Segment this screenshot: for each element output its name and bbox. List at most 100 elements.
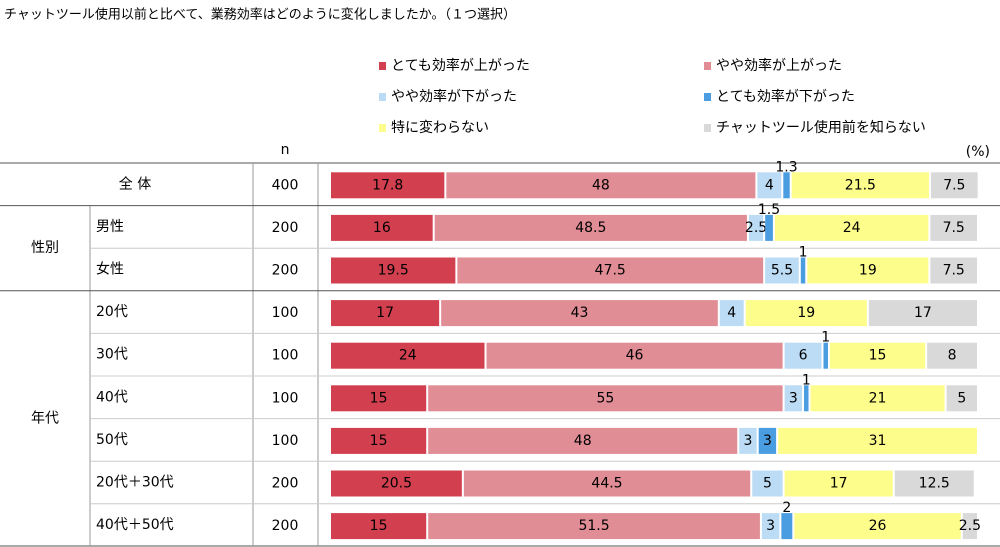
value-label: 19.5 bbox=[378, 263, 409, 279]
bar-segment bbox=[810, 385, 945, 412]
group-label: 性別 bbox=[31, 240, 59, 256]
bar-segment bbox=[774, 214, 929, 241]
bar-segment bbox=[457, 257, 764, 284]
group-label: 年代 bbox=[31, 411, 59, 427]
bar-segment bbox=[794, 513, 961, 540]
bar-segment bbox=[331, 470, 462, 497]
bar-segment bbox=[931, 172, 978, 199]
bar-segment bbox=[739, 427, 757, 454]
bar-segment bbox=[331, 427, 427, 454]
value-label: 6 bbox=[799, 348, 808, 364]
bar-segment bbox=[930, 257, 977, 284]
bar-segment bbox=[930, 214, 977, 241]
bar-segment bbox=[804, 385, 809, 412]
legend-label: とても効率が下がった bbox=[716, 88, 855, 105]
value-label: 5 bbox=[763, 476, 772, 492]
value-label: 17 bbox=[914, 305, 932, 321]
bar-segment bbox=[823, 342, 828, 369]
value-label: 15 bbox=[869, 348, 887, 364]
bar-segment bbox=[331, 172, 445, 199]
n-value: 100 bbox=[272, 348, 299, 364]
n-header: n bbox=[281, 142, 290, 158]
bar-segment bbox=[331, 342, 485, 369]
n-value: 400 bbox=[272, 177, 299, 193]
value-label: 21 bbox=[869, 390, 887, 406]
n-value: 200 bbox=[272, 220, 299, 236]
value-label: 2.5 bbox=[959, 518, 981, 534]
value-label: 3 bbox=[743, 433, 752, 449]
value-label: 48 bbox=[592, 177, 610, 193]
value-label: 5 bbox=[957, 390, 966, 406]
row-label: 40代＋50代 bbox=[96, 517, 174, 533]
bar-segment bbox=[783, 172, 790, 199]
bar-segment bbox=[784, 470, 893, 497]
value-label: 17.8 bbox=[372, 177, 403, 193]
value-label: 19 bbox=[859, 263, 877, 279]
n-value: 100 bbox=[272, 433, 299, 449]
value-label: 3 bbox=[789, 390, 798, 406]
value-label: 19 bbox=[797, 305, 815, 321]
bar-segment bbox=[428, 385, 783, 412]
bar-segment bbox=[765, 214, 773, 241]
value-label: 15 bbox=[370, 518, 388, 534]
value-label: 5.5 bbox=[771, 263, 793, 279]
legend-label: とても効率が上がった bbox=[391, 57, 530, 74]
bar-segment bbox=[784, 385, 803, 412]
row-label: 女性 bbox=[96, 261, 124, 278]
chart-title: チャットツール使用以前と比べて、業務効率はどのように変化しましたか。（１つ選択） bbox=[4, 7, 516, 23]
bar-segment bbox=[331, 257, 456, 284]
bar-segment bbox=[719, 300, 744, 327]
bar-segment bbox=[463, 470, 751, 497]
bar-segment bbox=[428, 513, 760, 540]
legend-swatch bbox=[379, 62, 386, 70]
value-label: 44.5 bbox=[591, 476, 622, 492]
value-label: 21.5 bbox=[845, 177, 876, 193]
value-label: 55 bbox=[596, 390, 614, 406]
value-label: 20.5 bbox=[381, 476, 412, 492]
value-label: 15 bbox=[370, 390, 388, 406]
value-label: 17 bbox=[830, 476, 848, 492]
value-label: 3 bbox=[766, 518, 775, 534]
bar-segment bbox=[441, 300, 718, 327]
bar-segment bbox=[331, 385, 427, 412]
bar-segment bbox=[800, 257, 806, 284]
value-label: 17 bbox=[376, 305, 394, 321]
legend-label: チャットツール使用前を知らない bbox=[716, 119, 926, 136]
bar-segment bbox=[962, 513, 977, 540]
bar-segment bbox=[331, 513, 427, 540]
bar-segment bbox=[748, 214, 764, 241]
value-label: 46 bbox=[626, 348, 644, 364]
bar-segment bbox=[807, 257, 929, 284]
bar-segment bbox=[758, 427, 777, 454]
value-label: 12.5 bbox=[919, 476, 950, 492]
value-label: 16 bbox=[373, 220, 391, 236]
row-label: 男性 bbox=[96, 219, 124, 235]
value-label: 4 bbox=[727, 305, 736, 321]
bar-segment bbox=[446, 172, 756, 199]
value-label: 24 bbox=[399, 348, 417, 364]
value-label: 1 bbox=[802, 372, 811, 388]
value-label: 51.5 bbox=[578, 518, 609, 534]
legend-label: やや効率が下がった bbox=[391, 88, 517, 105]
row-label: 20代＋30代 bbox=[96, 475, 174, 491]
bar-segment bbox=[331, 300, 440, 327]
row-label: 全 体 bbox=[119, 175, 151, 192]
value-label: 31 bbox=[869, 433, 887, 449]
bar-segment bbox=[765, 257, 799, 284]
value-label: 2.5 bbox=[745, 220, 767, 236]
bar-segment bbox=[829, 342, 926, 369]
legend-swatch bbox=[704, 62, 711, 70]
bar-segment bbox=[894, 470, 974, 497]
value-label: 4 bbox=[765, 177, 774, 193]
value-label: 1 bbox=[799, 245, 808, 261]
n-value: 200 bbox=[272, 263, 299, 279]
bar-segment bbox=[745, 300, 867, 327]
value-label: 26 bbox=[869, 518, 887, 534]
bar-segment bbox=[486, 342, 783, 369]
legend-swatch bbox=[704, 93, 711, 101]
value-label: 1.5 bbox=[758, 202, 780, 218]
row-label: 20代 bbox=[96, 304, 128, 320]
legend-label: 特に変わらない bbox=[391, 119, 489, 136]
bar-segment bbox=[331, 214, 433, 241]
